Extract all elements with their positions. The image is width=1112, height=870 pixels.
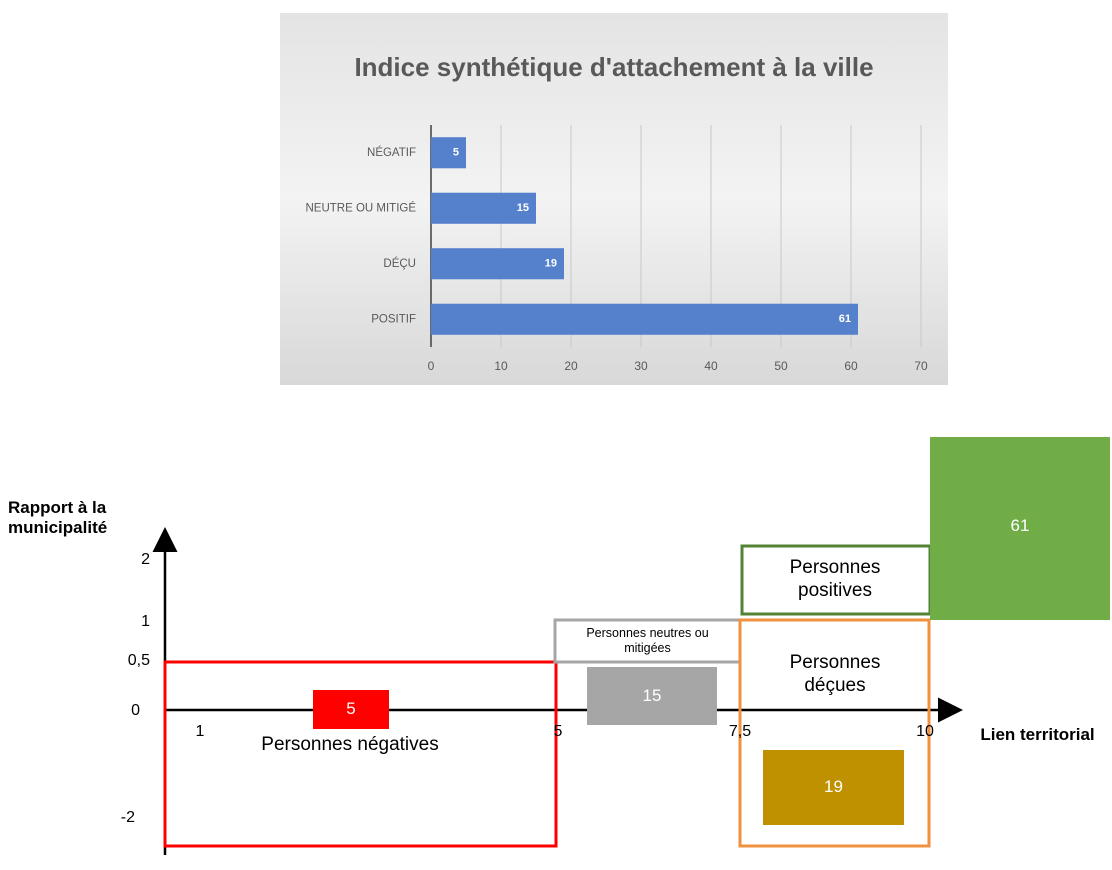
x-axis-label: Lien territorial	[980, 724, 1095, 744]
bar	[431, 248, 564, 280]
x-tick-label: 60	[844, 359, 858, 373]
negative-count-box	[313, 690, 389, 729]
y-tick-label: NEUTRE OU MITIGÉ	[305, 201, 416, 214]
x-tick-label: 5	[553, 723, 563, 741]
disappointed-box	[738, 618, 931, 848]
y-tick-label: 2	[141, 551, 150, 569]
x-tick-label: 7,5	[728, 723, 752, 741]
chart-title: Indice synthétique d'attachement à la vi…	[354, 52, 874, 83]
y-tick-label: POSITIF	[371, 313, 416, 325]
x-tick-label: 10	[494, 359, 508, 373]
group-count: 61	[1010, 515, 1030, 535]
bar	[431, 192, 536, 224]
group-label: Personnes déçues	[789, 652, 881, 696]
group-label: Personnes neutres ou mitigées	[586, 626, 709, 655]
bar	[431, 137, 466, 169]
y-tick-label: 0,5	[127, 652, 150, 670]
group-label: Personnes positives	[789, 557, 881, 601]
group-label: Personnes négatives	[261, 733, 439, 755]
value-label: 5	[453, 147, 459, 159]
x-tick-label: 50	[774, 359, 788, 373]
bar-chart: 0 10 20 30 40 50 60 70 NÉGATIF 5 NEUTRE OU MITIGÉ 1…	[305, 125, 928, 373]
x-tick-label: 40	[704, 359, 718, 373]
x-tick-label: 70	[914, 359, 928, 373]
y-tick-label: 0	[131, 702, 140, 720]
x-tick-label: 10	[916, 723, 934, 741]
y-tick-label: DÉÇU	[383, 257, 416, 270]
x-tick-label: 0	[428, 359, 435, 373]
y-axis-label: Rapport à la municipalité	[8, 497, 108, 537]
group-count: 15	[642, 685, 662, 705]
x-tick-label: 20	[564, 359, 578, 373]
group-count: 19	[824, 777, 843, 797]
negative-box	[163, 660, 558, 848]
value-label: 15	[517, 202, 529, 214]
y-tick-label: 1	[141, 613, 150, 631]
x-tick-label: 30	[634, 359, 648, 373]
neutral-count-box	[587, 667, 717, 725]
value-label: 19	[545, 258, 557, 270]
bar	[431, 303, 858, 335]
group-count: 5	[346, 699, 356, 719]
y-tick-label: -2	[120, 809, 135, 827]
positive-count-box	[930, 437, 1110, 620]
y-tick-label: NÉGATIF	[367, 146, 416, 159]
disappointed-count-box	[763, 750, 904, 825]
x-tick-label: 1	[195, 723, 205, 741]
value-label: 61	[839, 313, 851, 325]
